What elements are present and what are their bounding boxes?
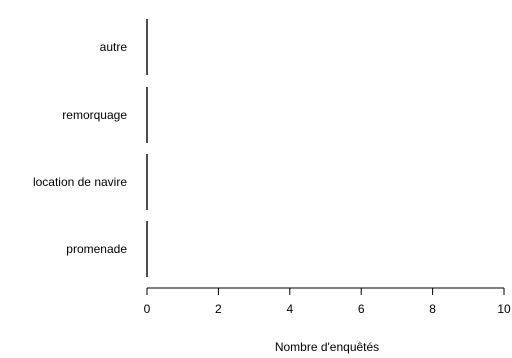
x-tick-label: 6 xyxy=(358,302,365,316)
category-label: remorquage xyxy=(62,108,127,122)
x-tick-label: 2 xyxy=(215,302,222,316)
x-tick-label: 0 xyxy=(144,302,151,316)
x-tick-label: 10 xyxy=(497,302,511,316)
category-label: promenade xyxy=(66,242,127,256)
x-axis-title: Nombre d'enquêtés xyxy=(275,340,379,354)
category-labels: promenade location de navire remorquage aut… xyxy=(33,40,127,256)
x-tick-label: 4 xyxy=(286,302,293,316)
x-axis: 0 2 4 6 8 10 xyxy=(144,287,511,316)
category-label: autre xyxy=(100,40,128,54)
category-label: location de navire xyxy=(33,175,127,189)
x-tick-label: 8 xyxy=(429,302,436,316)
